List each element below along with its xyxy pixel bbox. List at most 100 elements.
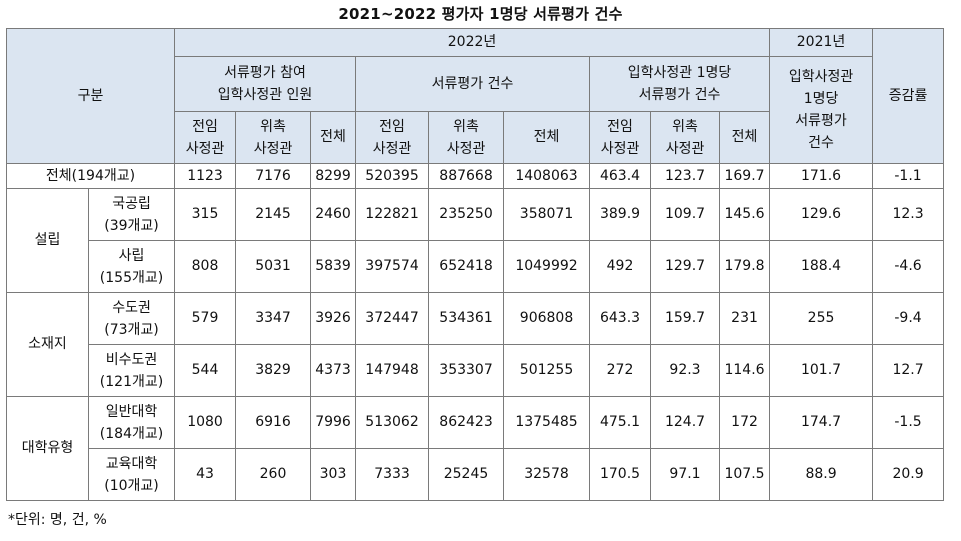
table-row: 비수도권 (121개교) 544 3829 4373 147948 353307 50125…: [7, 344, 945, 397]
table-cell: 303: [310, 448, 357, 501]
table-cell: 7996: [310, 396, 357, 449]
table-cell: 174.7: [769, 396, 874, 449]
table-cell: 534361: [428, 292, 505, 345]
full-time-header: 전임 사정관: [355, 111, 430, 164]
table-cell: 25245: [428, 448, 505, 501]
table-cell: 4373: [310, 344, 357, 397]
row-label: 일반대학 (184개교): [87, 396, 176, 449]
table-cell: 315: [174, 188, 237, 241]
table-cell: 172: [719, 396, 771, 449]
table-cell: 109.7: [650, 188, 721, 241]
table-cell: 492: [589, 240, 652, 293]
table-cell: 389.9: [589, 188, 652, 241]
table-cell: 372447: [355, 292, 430, 345]
table-cell: 43: [174, 448, 237, 501]
table-cell: 1080: [174, 396, 237, 449]
table-cell: 463.4: [589, 163, 652, 189]
commissioned-header: 위촉 사정관: [650, 111, 721, 164]
table-cell: 5839: [310, 240, 357, 293]
commissioned-header: 위촉 사정관: [428, 111, 505, 164]
table-cell: 513062: [355, 396, 430, 449]
table-cell: 1123: [174, 163, 237, 189]
table-cell: 97.1: [650, 448, 721, 501]
table-cell: 475.1: [589, 396, 652, 449]
participants-header: 서류평가 참여 입학사정관 인원: [174, 56, 357, 112]
table-cell: 6916: [235, 396, 312, 449]
table-cell: 123.7: [650, 163, 721, 189]
table-cell: 147948: [355, 344, 430, 397]
table-cell: 92.3: [650, 344, 721, 397]
gubun-header: 구분: [5, 28, 176, 164]
table-cell: 170.5: [589, 448, 652, 501]
table-body: 전체(194개교) 1123 7176 8299 520395 887668 1408063…: [5, 163, 945, 501]
year-2021-header: 2021년: [769, 28, 874, 57]
table-cell: 88.9: [769, 448, 874, 501]
total-header: 전체: [310, 111, 357, 164]
table-cell: 188.4: [769, 240, 874, 293]
table-cell: -1.5: [872, 396, 945, 449]
table-cell: 231: [719, 292, 771, 345]
table-cell: 145.6: [719, 188, 771, 241]
table-cell: 114.6: [719, 344, 771, 397]
table-row: 교육대학 (10개교) 43 260 303 7333 25245 32578 170.5 97…: [7, 448, 945, 501]
table-cell: 107.5: [719, 448, 771, 501]
table-cell: 1408063: [503, 163, 591, 189]
table-cell: 652418: [428, 240, 505, 293]
row-label: 사립 (155개교): [87, 240, 176, 293]
table-cell: 7176: [235, 163, 312, 189]
evaluation-table: 구분 2022년 2021년 증감률 서류평가 참여 입학사정관 인원 서류평가…: [5, 28, 945, 501]
table-row: 대학유형 일반대학 (184개교) 1080 6916 7996 513062 862423…: [6, 396, 945, 501]
table-cell: 159.7: [650, 292, 721, 345]
table-cell: 544: [174, 344, 237, 397]
table-cell: 3347: [235, 292, 312, 345]
table-cell: 129.6: [769, 188, 874, 241]
commissioned-header: 위촉 사정관: [235, 111, 312, 164]
table-cell: 5031: [235, 240, 312, 293]
table-cell: 579: [174, 292, 237, 345]
row-label: 국공립 (39개교): [87, 188, 176, 241]
table-cell: 32578: [503, 448, 591, 501]
table-cell: 1375485: [503, 396, 591, 449]
table-cell: 169.7: [719, 163, 771, 189]
table-cell: 862423: [428, 396, 505, 449]
table-cell: 129.7: [650, 240, 721, 293]
table-row: 전체(194개교) 1123 7176 8299 520395 887668 1408063…: [5, 163, 945, 189]
table-cell: 179.8: [719, 240, 771, 293]
per-officer-header: 입학사정관 1명당 서류평가 건수: [589, 56, 771, 112]
table-cell: 353307: [428, 344, 505, 397]
year-2022-header: 2022년: [174, 28, 771, 57]
table-cell: 12.7: [872, 344, 945, 397]
table-cell: 887668: [428, 163, 505, 189]
table-cell: 906808: [503, 292, 591, 345]
table-cell: 260: [235, 448, 312, 501]
table-cell: -4.6: [872, 240, 945, 293]
table-cell: 101.7: [769, 344, 874, 397]
table-title: 2021~2022 평가자 1명당 서류평가 건수: [338, 5, 623, 23]
footnote: *단위: 명, 건, %: [8, 512, 107, 528]
table-row: 소재지 수도권 (73개교) 579 3347 3926 372447 534361 9068…: [6, 292, 945, 397]
group-label: 설립: [6, 188, 89, 293]
table-row: 설립 국공립 (39개교) 315 2145 2460 122821 235250 35807…: [6, 188, 945, 293]
table-cell: 2460: [310, 188, 357, 241]
row-label: 교육대학 (10개교): [87, 448, 176, 501]
table-cell: 3829: [235, 344, 312, 397]
eval-count-header: 서류평가 건수: [355, 56, 591, 112]
sub-header-row: 전임 사정관 위촉 사정관 전체 전임 사정관 위촉 사정관 전체 전임 사정관…: [7, 111, 944, 164]
table-cell: 3926: [310, 292, 357, 345]
table-cell: 358071: [503, 188, 591, 241]
table-cell: 808: [174, 240, 237, 293]
table-cell: 124.7: [650, 396, 721, 449]
table-cell: 20.9: [872, 448, 945, 501]
table-cell: 643.3: [589, 292, 652, 345]
total-header: 전체: [503, 111, 591, 164]
table-cell: 255: [769, 292, 874, 345]
table-cell: 2145: [235, 188, 312, 241]
table-cell: 7333: [355, 448, 430, 501]
table-cell: 272: [589, 344, 652, 397]
table-cell: 235250: [428, 188, 505, 241]
row-label: 수도권 (73개교): [87, 292, 176, 345]
table-cell: 171.6: [769, 163, 874, 189]
table-cell: 122821: [355, 188, 430, 241]
table-cell: -1.1: [872, 163, 945, 189]
growth-header: 증감률: [872, 28, 945, 164]
